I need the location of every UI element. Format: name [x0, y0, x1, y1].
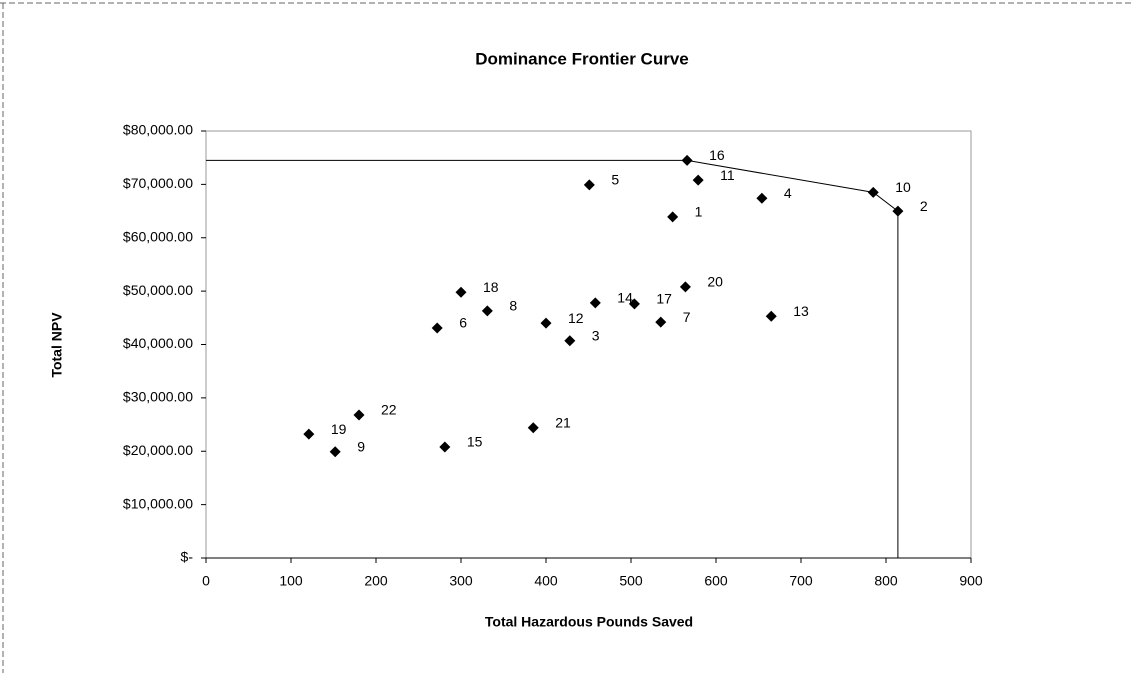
frontier-line	[206, 159, 899, 558]
point-label: 5	[611, 172, 619, 188]
point	[564, 335, 576, 347]
point-label: 11	[720, 167, 735, 183]
point-label: 16	[709, 147, 725, 163]
point-label: 19	[331, 421, 347, 437]
point	[329, 446, 341, 458]
y-tick-label: $40,000.00	[123, 335, 193, 351]
point-label: 9	[357, 438, 365, 454]
y-tick-label: $50,000.00	[123, 282, 193, 298]
y-tick-label: $-	[181, 549, 194, 565]
y-tick-label: $80,000.00	[123, 122, 193, 138]
point	[655, 316, 667, 328]
y-tick-label: $20,000.00	[123, 442, 193, 458]
y-tick-label: $70,000.00	[123, 175, 193, 191]
point	[303, 428, 315, 440]
point-label: 20	[707, 274, 723, 290]
point-label: 13	[793, 303, 809, 319]
point	[353, 409, 365, 421]
point	[679, 281, 691, 293]
y-axis-label: Total NPV	[49, 312, 65, 378]
point-label: 6	[459, 315, 467, 331]
x-tick-label: 700	[789, 573, 813, 589]
point	[455, 286, 467, 298]
chart-title: Dominance Frontier Curve	[475, 49, 689, 68]
point	[527, 422, 539, 434]
point	[628, 298, 640, 310]
point	[540, 317, 552, 329]
point	[583, 179, 595, 191]
point	[439, 441, 451, 453]
point	[481, 305, 493, 317]
x-tick-label: 100	[279, 573, 303, 589]
x-tick-label: 0	[202, 573, 210, 589]
point-label: 21	[555, 414, 571, 430]
point-label: 10	[895, 179, 911, 195]
y-tick-label: $60,000.00	[123, 228, 193, 244]
x-axis-label: Total Hazardous Pounds Saved	[485, 614, 693, 630]
y-tick-label: $30,000.00	[123, 389, 193, 405]
x-tick-label: 500	[619, 573, 643, 589]
point-label: 22	[381, 402, 397, 418]
point-label: 1	[695, 204, 703, 220]
y-tick-label: $10,000.00	[123, 495, 193, 511]
point-label: 12	[568, 310, 584, 326]
point	[667, 211, 679, 223]
x-tick-label: 600	[704, 573, 728, 589]
point-label: 18	[483, 279, 499, 295]
point	[765, 310, 777, 322]
point-label: 17	[656, 291, 672, 307]
point	[756, 192, 768, 204]
point-label: 15	[467, 434, 483, 450]
point	[431, 322, 443, 334]
point-label: 4	[784, 185, 792, 201]
point-label: 3	[592, 327, 600, 343]
point-label: 7	[683, 309, 691, 325]
point	[692, 174, 704, 186]
x-tick-label: 400	[534, 573, 558, 589]
point-label: 14	[617, 290, 633, 306]
x-tick-label: 900	[959, 573, 983, 589]
x-tick-label: 200	[364, 573, 388, 589]
x-tick-label: 800	[874, 573, 898, 589]
point-label: 8	[509, 298, 517, 314]
point	[589, 297, 601, 309]
x-tick-label: 300	[449, 573, 473, 589]
point-label: 2	[920, 198, 928, 214]
